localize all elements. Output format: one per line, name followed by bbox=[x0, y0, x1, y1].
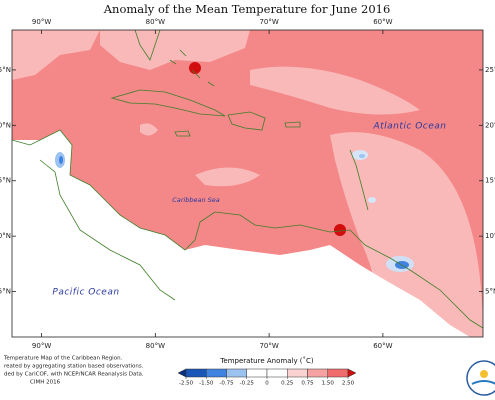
x-tick-label: 90°W bbox=[32, 342, 51, 350]
colorbar-tick-label: -1.50 bbox=[199, 381, 214, 387]
footnote-line: reated by aggregating station based obse… bbox=[4, 364, 144, 370]
map-frame bbox=[11, 29, 484, 338]
y-tick-label: 25°N bbox=[485, 66, 495, 74]
y-tick-label: 15°N bbox=[0, 177, 11, 185]
y-tick-label: 20°N bbox=[0, 121, 11, 129]
colorbar-segment bbox=[206, 368, 227, 378]
coastlines bbox=[11, 29, 484, 329]
colorbar-segment bbox=[287, 368, 308, 378]
sea-label: Caribbean Sea bbox=[172, 196, 220, 204]
x-tick-label: 60°W bbox=[373, 18, 392, 26]
colorbar-tick-label: -0.25 bbox=[240, 381, 255, 387]
colorbar-tick-label: 0.25 bbox=[281, 381, 294, 387]
y-tick-label: 20°N bbox=[485, 121, 495, 129]
footnote-line: CIMH 2016 bbox=[30, 380, 61, 386]
y-tick-label: 15°N bbox=[485, 177, 495, 185]
colorbar-segment bbox=[185, 368, 207, 378]
colorbar-tick-label: 0.75 bbox=[301, 381, 314, 387]
colorbar-title: Temperature Anomaly (˚C) bbox=[219, 357, 314, 365]
footnote: Temperature Map of the Caribbean Region.… bbox=[3, 356, 144, 386]
colorbar-tick-label: -0.75 bbox=[219, 381, 234, 387]
x-tick-label: 60°W bbox=[373, 342, 392, 350]
colorbar-segment bbox=[226, 368, 247, 378]
ocean-label: Atlantic Ocean bbox=[372, 122, 446, 132]
colorbar-extend bbox=[177, 368, 187, 378]
colorbar-segment bbox=[307, 368, 328, 378]
colorbar-tick-label: 0 bbox=[265, 381, 269, 387]
x-tick-label: 80°W bbox=[146, 18, 165, 26]
x-tick-label: 80°W bbox=[146, 342, 165, 350]
x-tick-label: 90°W bbox=[32, 18, 51, 26]
title: Anomaly of the Mean Temperature for June… bbox=[103, 2, 391, 16]
x-tick-label: 70°W bbox=[259, 342, 278, 350]
colorbar-tick-label: 1.50 bbox=[322, 381, 335, 387]
y-tick-label: 10°N bbox=[0, 232, 11, 240]
colorbar-segment bbox=[246, 368, 268, 378]
colorbar-extend bbox=[347, 368, 357, 378]
colorbar-segment bbox=[327, 368, 349, 378]
y-tick-label: 5°N bbox=[0, 288, 11, 296]
logo bbox=[466, 360, 495, 396]
colorbar-segment bbox=[266, 368, 288, 378]
colorbar-tick-label: 2.50 bbox=[342, 381, 355, 387]
y-tick-label: 5°N bbox=[485, 288, 495, 296]
x-tick-label: 70°W bbox=[259, 18, 278, 26]
footnote-line: ded by CariCOF, with NCEP/NCAR Reanalysi… bbox=[4, 372, 144, 378]
y-tick-label: 25°N bbox=[0, 66, 11, 74]
map-field bbox=[12, 30, 483, 337]
y-tick-label: 10°N bbox=[485, 232, 495, 240]
ocean-label: Pacific Ocean bbox=[52, 288, 119, 298]
colorbar-tick-label: -2.50 bbox=[179, 381, 194, 387]
footnote-line: Temperature Map of the Caribbean Region. bbox=[3, 356, 123, 362]
